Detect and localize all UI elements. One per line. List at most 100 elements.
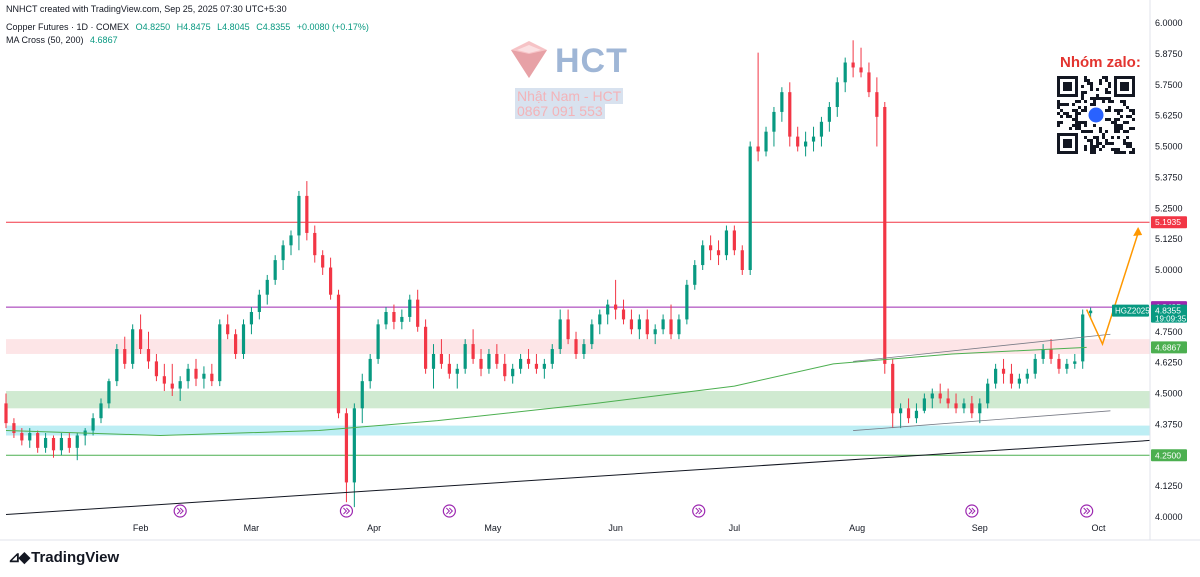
candle [447,353,451,379]
candle-body [186,368,190,382]
qr-module [1117,148,1120,151]
candle [408,294,412,322]
qr-module [1096,88,1099,91]
qr-module [1072,109,1075,112]
tradingview-logo[interactable]: ⊿◆ TradingView [8,548,119,567]
qr-module [1072,118,1075,121]
qr-module [1096,145,1099,148]
price-label-text: 4.2500 [1155,450,1181,460]
qr-module [1057,100,1060,103]
candle [716,240,721,266]
qr-module [1084,100,1087,103]
qr-module [1072,103,1075,106]
qr-module [1111,142,1114,145]
candle [503,353,507,382]
price-tick-label: 4.5000 [1155,389,1183,399]
candles [4,40,1093,508]
qr-module [1084,145,1087,148]
price-label-box [1151,341,1187,354]
candle-body [772,111,776,132]
candle [740,245,744,275]
event-marker-icon[interactable] [692,504,706,518]
qr-module [1129,127,1132,130]
candle-body [756,146,760,152]
qr-module [1105,109,1108,112]
qr-module [1090,82,1093,85]
candle-body [986,383,990,404]
candle-body [519,358,523,369]
qr-module [1057,121,1060,124]
qr-module [1069,115,1072,118]
event-marker-icon[interactable] [173,504,187,518]
candle [709,235,713,261]
qr-module [1072,124,1075,127]
qr-module [1105,139,1108,142]
candle [550,344,554,369]
qr-module [1057,112,1060,115]
time-tick-label: Feb [133,523,149,533]
candle [400,309,404,330]
zone-2 [6,425,1150,436]
indicator-row[interactable]: MA Cross (50, 200) 4.6867 [6,35,122,45]
qr-module [1084,76,1087,79]
candle-body [922,398,926,411]
candle-body [978,403,982,414]
ohlc-row: Copper Futures · 1D · COMEX O4.8250 H4.8… [6,22,373,32]
candle-body [811,136,816,142]
event-marker-icon[interactable] [965,504,979,518]
candle-body [677,319,681,335]
price-tick-label: 4.0000 [1155,512,1183,522]
qr-module [1120,127,1123,130]
candle [43,433,48,453]
candle-body [107,381,111,404]
candle [780,87,784,122]
candle-body [1025,373,1029,379]
qr-module [1102,97,1105,100]
candle [970,395,974,419]
candle [328,257,333,300]
qr-module [1105,130,1108,133]
qr-module [1132,118,1135,121]
event-marker-icon[interactable] [1080,504,1094,518]
qr-module [1114,148,1117,151]
candle-body [709,245,713,251]
price-tick-label: 5.7500 [1155,80,1183,90]
candle-body [582,344,586,354]
candle-body [321,255,325,268]
qr-module [1123,139,1126,142]
price-tick-label: 4.6250 [1155,358,1183,368]
price-tick-label: 5.1250 [1155,234,1183,244]
countdown-text: 19:09:35 [1155,315,1187,324]
candle-body [598,314,602,325]
event-marker-icon[interactable] [442,504,456,518]
candle-body [273,260,277,280]
qr-module [1093,148,1096,151]
candle [811,126,816,152]
qr-module [1102,136,1105,139]
candle-body [178,381,182,389]
candle [1001,358,1006,384]
qr-module [1117,109,1120,112]
candle-body [392,311,396,322]
candle-body [313,232,317,256]
time-tick-label: Aug [849,523,865,533]
candle [83,428,87,446]
candle-body [899,408,903,414]
candle [875,77,879,147]
qr-module [1084,148,1087,151]
candle [637,314,641,340]
zones [6,339,1150,436]
event-marker-icon[interactable] [339,504,354,518]
event-markers [173,504,1094,518]
candle-body [994,368,998,384]
candle-body [819,121,824,137]
candle [804,131,808,157]
qr-module [1081,97,1084,100]
candle [606,299,610,325]
low-value: L4.8045 [217,22,250,32]
qr-module [1126,130,1129,133]
candle-body [1033,358,1037,374]
qr-module [1114,130,1117,133]
candle [558,309,562,354]
